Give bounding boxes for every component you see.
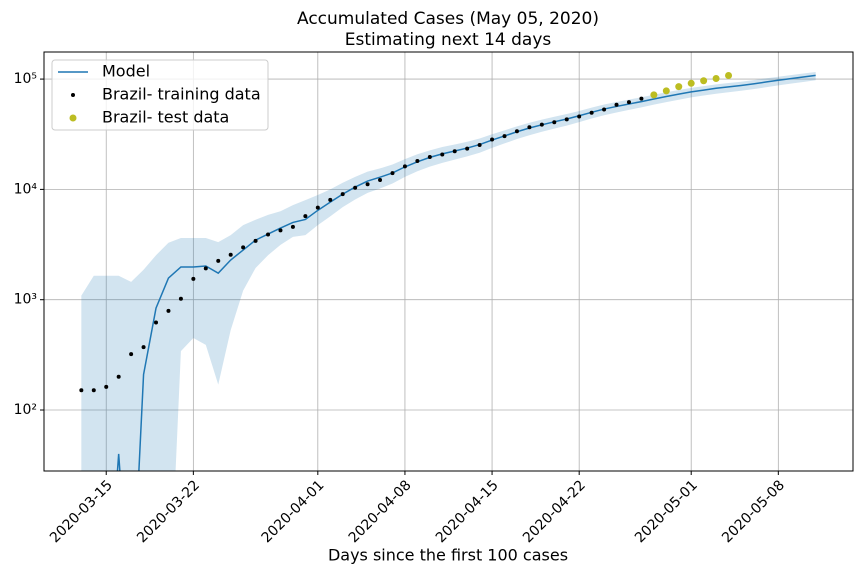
data-point bbox=[490, 137, 495, 142]
data-point bbox=[178, 296, 183, 301]
data-point bbox=[141, 345, 146, 350]
data-point bbox=[477, 142, 482, 147]
data-point bbox=[129, 352, 134, 357]
data-point bbox=[589, 110, 594, 115]
plot-frame bbox=[43, 51, 854, 472]
data-point bbox=[116, 374, 121, 379]
data-point bbox=[166, 308, 171, 313]
y-tick-label: 10⁵ bbox=[14, 71, 37, 87]
data-point bbox=[278, 228, 283, 233]
data-point bbox=[79, 388, 84, 393]
data-point bbox=[514, 129, 519, 134]
data-point bbox=[228, 252, 233, 257]
chart-title: Accumulated Cases (May 05, 2020) bbox=[297, 9, 599, 29]
chart-subtitle: Estimating next 14 days bbox=[345, 30, 552, 50]
data-point bbox=[203, 266, 208, 271]
x-axis-label: Days since the first 100 cases bbox=[328, 546, 568, 565]
data-point bbox=[452, 149, 457, 154]
data-point bbox=[104, 384, 109, 389]
legend-swatch bbox=[71, 93, 75, 97]
data-point bbox=[340, 192, 345, 197]
y-tick-label: 10⁴ bbox=[14, 181, 38, 197]
data-point bbox=[527, 125, 532, 130]
grid bbox=[44, 52, 853, 471]
data-point bbox=[390, 171, 395, 176]
data-point bbox=[675, 83, 683, 91]
data-point bbox=[191, 276, 196, 281]
y-tick-label: 10² bbox=[14, 402, 37, 418]
data-point bbox=[290, 224, 295, 229]
data-point bbox=[650, 91, 658, 99]
data-point bbox=[626, 100, 631, 105]
data-point bbox=[602, 107, 607, 112]
legend-swatch bbox=[69, 114, 77, 122]
data-point bbox=[552, 120, 557, 125]
plot-area bbox=[79, 71, 816, 471]
data-point bbox=[577, 114, 582, 119]
model-line bbox=[116, 74, 816, 471]
data-point bbox=[378, 178, 383, 183]
legend-label: Brazil- training data bbox=[102, 85, 261, 104]
data-point bbox=[353, 185, 358, 190]
data-point bbox=[440, 152, 445, 157]
data-point bbox=[91, 388, 96, 393]
data-point bbox=[216, 258, 221, 263]
data-point bbox=[465, 146, 470, 151]
data-point bbox=[402, 164, 407, 169]
data-point bbox=[712, 75, 720, 83]
legend: Model Brazil- training data Brazil- test d… bbox=[51, 59, 269, 131]
data-point bbox=[241, 245, 246, 250]
legend-label: Brazil- test data bbox=[102, 108, 229, 127]
data-point bbox=[328, 197, 333, 202]
data-point bbox=[502, 134, 507, 139]
data-point bbox=[415, 158, 420, 163]
data-point bbox=[427, 155, 432, 160]
legend-label: Model bbox=[102, 62, 150, 81]
data-point bbox=[725, 71, 733, 79]
data-point bbox=[639, 96, 644, 101]
data-point bbox=[253, 238, 258, 243]
data-point bbox=[539, 122, 544, 127]
data-point bbox=[315, 205, 320, 210]
data-point bbox=[700, 77, 708, 85]
data-point bbox=[662, 87, 670, 95]
data-point bbox=[303, 214, 308, 219]
data-point bbox=[687, 79, 695, 87]
data-point bbox=[365, 182, 370, 187]
legend-box bbox=[51, 59, 269, 131]
y-tick-label: 10³ bbox=[14, 292, 37, 308]
data-point bbox=[614, 102, 619, 107]
data-point bbox=[266, 232, 271, 237]
data-point bbox=[564, 117, 569, 122]
data-point bbox=[154, 320, 159, 325]
